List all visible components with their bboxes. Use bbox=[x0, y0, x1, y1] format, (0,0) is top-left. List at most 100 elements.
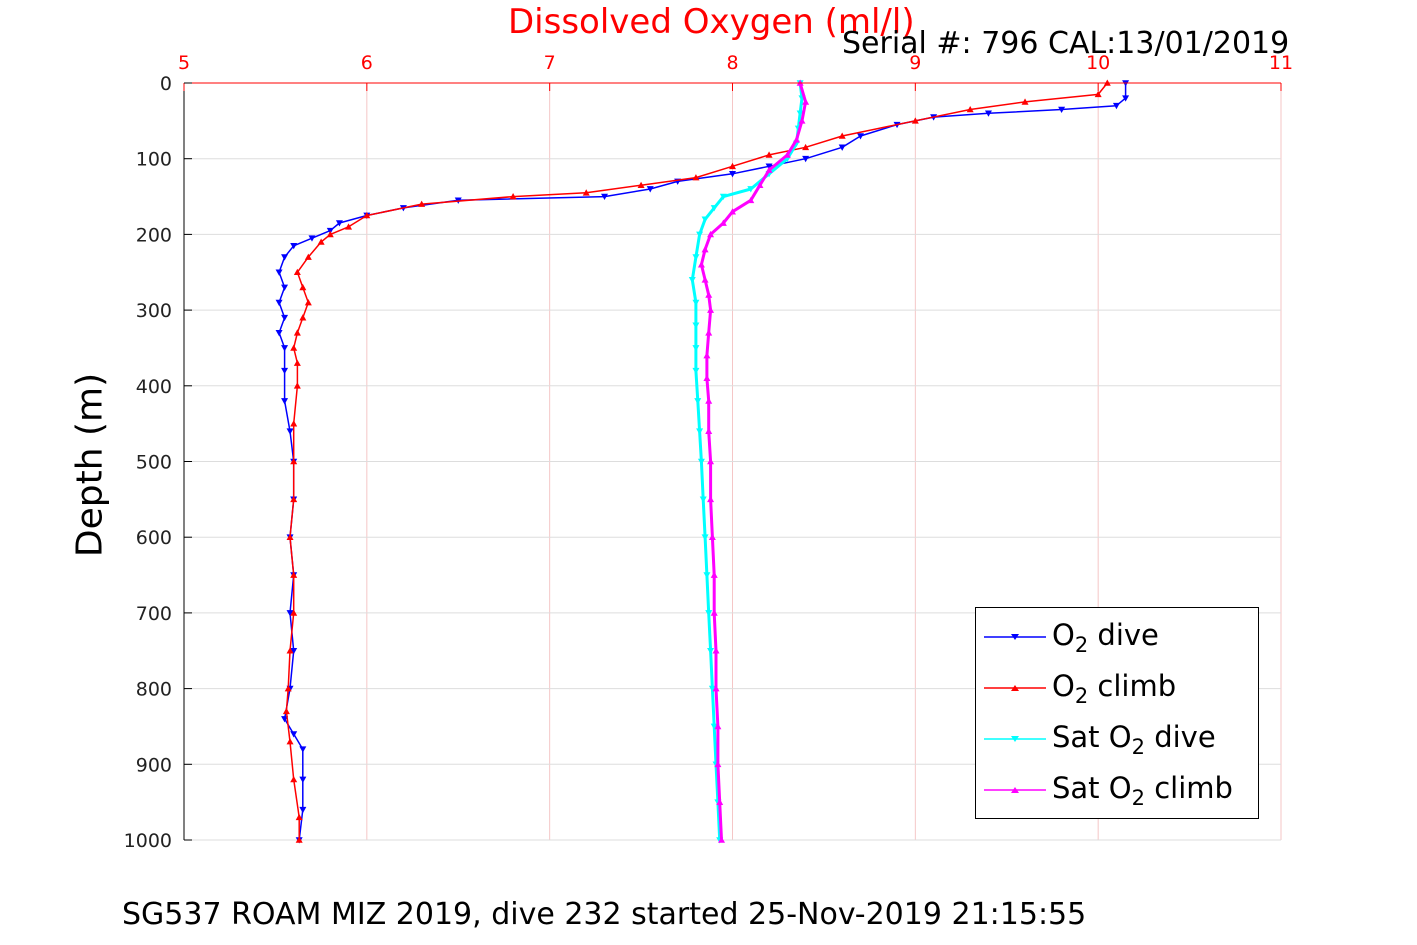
data-point bbox=[692, 299, 700, 307]
data-point bbox=[703, 374, 711, 382]
y-tick-label: 200 bbox=[136, 224, 172, 246]
data-point bbox=[363, 211, 371, 219]
chart-title: Dissolved Oxygen (ml/l) bbox=[508, 2, 915, 42]
data-point bbox=[710, 571, 718, 578]
y-tick-label: 800 bbox=[136, 679, 172, 701]
legend-swatch-sat-o2-dive bbox=[984, 736, 1046, 742]
data-point bbox=[696, 231, 704, 238]
data-point bbox=[716, 798, 724, 805]
data-point bbox=[719, 193, 727, 201]
data-point bbox=[601, 193, 609, 201]
y-tick-label: 0 bbox=[160, 73, 172, 95]
y-tick-label: 500 bbox=[136, 452, 172, 474]
data-point bbox=[692, 254, 700, 261]
y-tick-label: 600 bbox=[136, 527, 172, 549]
data-point bbox=[295, 813, 303, 821]
data-point bbox=[747, 196, 755, 204]
x-tick-label: 6 bbox=[361, 52, 373, 74]
legend-label-sat-o2-climb-sub: 2 bbox=[1131, 786, 1145, 810]
data-point bbox=[708, 685, 716, 693]
data-point bbox=[765, 151, 773, 158]
data-point bbox=[286, 647, 294, 654]
data-point bbox=[802, 155, 810, 163]
x-tick-label: 9 bbox=[909, 52, 921, 74]
data-point bbox=[299, 283, 307, 291]
data-point bbox=[281, 314, 289, 322]
data-point bbox=[290, 458, 298, 465]
data-point bbox=[802, 98, 810, 105]
data-point bbox=[708, 533, 716, 540]
legend-label-sat-o2-dive-sub: 2 bbox=[1131, 735, 1145, 759]
data-point bbox=[286, 738, 294, 745]
x-tick-label: 7 bbox=[544, 52, 556, 74]
data-point bbox=[729, 208, 736, 215]
data-point bbox=[705, 291, 713, 298]
y-tick-label: 300 bbox=[136, 300, 172, 322]
data-point bbox=[718, 836, 726, 843]
data-point bbox=[1094, 90, 1102, 98]
data-point bbox=[707, 495, 715, 503]
data-point bbox=[688, 277, 696, 284]
data-point bbox=[317, 238, 325, 245]
data-point bbox=[509, 193, 517, 200]
axes: 5 6 7 8 9 10 11 0 100 200 300 400 500 600 700 800 900 100… bbox=[124, 52, 1293, 852]
legend-label-o2-dive-pre: O bbox=[1052, 618, 1075, 652]
data-point bbox=[295, 836, 303, 843]
data-point bbox=[290, 495, 298, 503]
data-point bbox=[719, 219, 727, 226]
data-point bbox=[281, 716, 289, 723]
x-tick-label: 10 bbox=[1086, 52, 1110, 74]
data-point bbox=[747, 186, 755, 193]
data-point bbox=[335, 220, 343, 227]
data-point bbox=[293, 359, 301, 366]
dive-footer-label: SG537 ROAM MIZ 2019, dive 232 started 25… bbox=[122, 897, 1087, 932]
data-point bbox=[281, 367, 289, 375]
data-point bbox=[293, 382, 301, 389]
legend-label-sat-o2-climb: Sat O2 climb bbox=[1052, 771, 1233, 809]
data-point bbox=[729, 162, 736, 170]
data-point bbox=[304, 299, 312, 306]
data-point bbox=[1058, 106, 1066, 113]
data-point bbox=[705, 329, 713, 336]
data-point bbox=[582, 189, 590, 196]
y-tick-label: 1000 bbox=[124, 830, 172, 852]
legend-entry-o2-dive: O2 dive bbox=[976, 612, 1260, 662]
legend-entry-sat-o2-dive: Sat O2 dive bbox=[976, 714, 1260, 764]
data-point bbox=[856, 133, 864, 140]
data-point bbox=[299, 806, 307, 814]
legend-label-o2-climb-pre: O bbox=[1052, 669, 1075, 703]
data-point bbox=[707, 306, 715, 313]
legend-swatch-o2-dive bbox=[984, 634, 1046, 640]
y-tick-label: 700 bbox=[136, 603, 172, 625]
legend-label-o2-climb-sub: 2 bbox=[1074, 684, 1089, 708]
data-point bbox=[701, 534, 709, 541]
x-tick-label: 8 bbox=[726, 52, 738, 74]
data-point bbox=[275, 269, 283, 276]
data-point bbox=[966, 105, 974, 113]
data-point bbox=[714, 722, 722, 730]
data-point bbox=[293, 268, 301, 276]
data-point bbox=[699, 496, 707, 503]
legend-label-sat-o2-climb-pre: Sat O bbox=[1052, 771, 1132, 805]
legend-label-sat-o2-climb-post: climb bbox=[1144, 771, 1233, 805]
data-point bbox=[697, 458, 705, 465]
legend-label-o2-dive-sub: 2 bbox=[1074, 633, 1089, 657]
data-point bbox=[756, 181, 764, 188]
data-point bbox=[281, 284, 289, 291]
data-point bbox=[281, 398, 289, 405]
data-point bbox=[701, 246, 709, 253]
data-point bbox=[707, 647, 715, 655]
data-point bbox=[286, 610, 294, 617]
data-point bbox=[703, 572, 711, 579]
data-point bbox=[707, 458, 715, 465]
data-point bbox=[712, 685, 720, 692]
data-point bbox=[692, 345, 700, 352]
data-point bbox=[692, 174, 700, 181]
data-point bbox=[696, 428, 704, 435]
data-point bbox=[326, 230, 334, 238]
data-point bbox=[710, 609, 718, 616]
data-point bbox=[299, 746, 307, 753]
data-point bbox=[714, 760, 722, 768]
data-point bbox=[282, 707, 290, 715]
data-point bbox=[290, 609, 298, 616]
